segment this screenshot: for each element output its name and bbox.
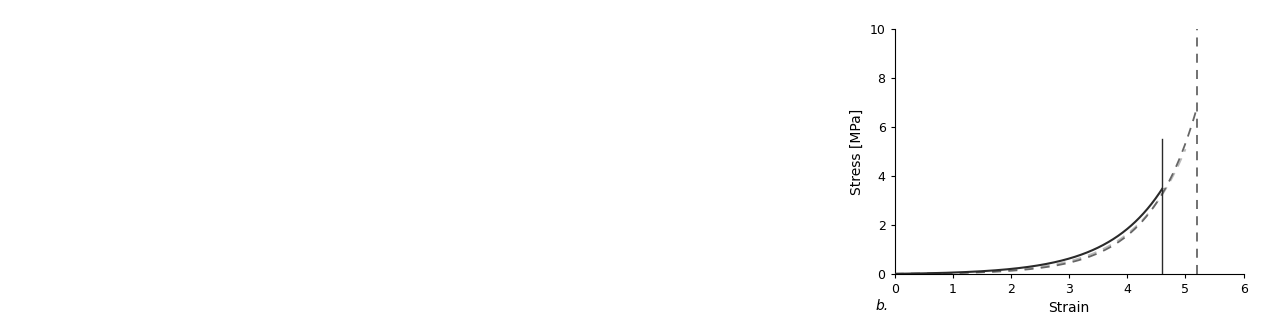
Y-axis label: Stress [MPa]: Stress [MPa] — [850, 109, 864, 195]
Text: b.: b. — [876, 299, 888, 313]
X-axis label: Strain: Strain — [1048, 302, 1090, 316]
